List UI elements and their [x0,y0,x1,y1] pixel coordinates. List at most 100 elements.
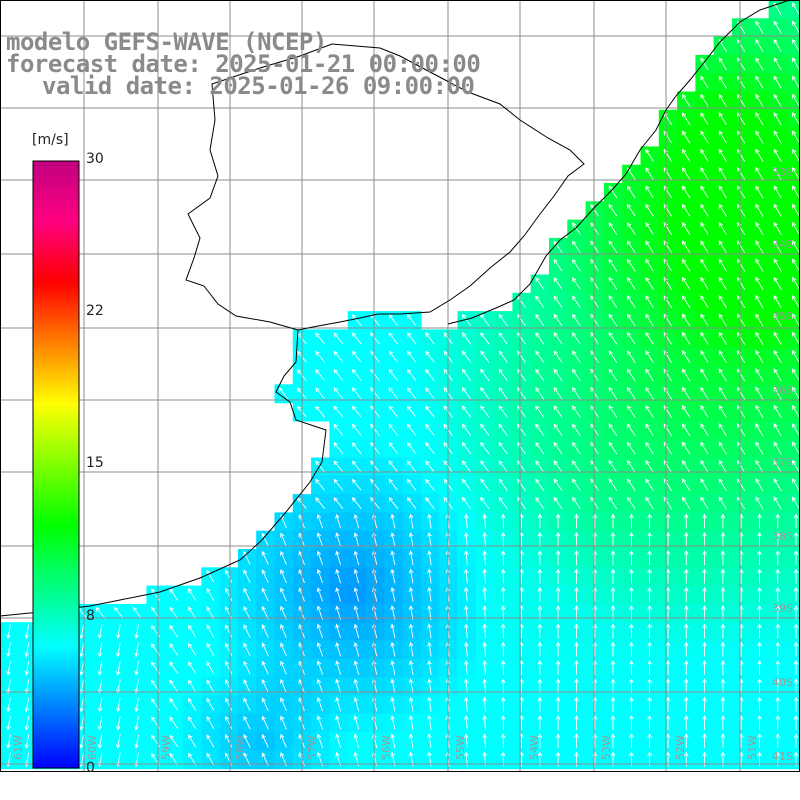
wind-arrow [427,586,432,602]
wind-arrow [626,368,636,382]
wind-arrow [773,112,782,126]
lon-label: 54W [528,735,541,760]
wind-arrow [592,623,598,639]
wind-arrow [629,513,634,529]
wind-arrow [408,550,414,566]
wind-arrow [773,38,782,53]
wind-arrow [718,203,727,217]
wind-arrow [390,733,396,749]
wind-arrow [353,550,360,566]
wind-arrow [663,295,673,309]
wind-arrow [482,531,488,547]
wind-arrow [775,550,781,566]
wind-arrow [665,660,671,675]
wind-arrow [498,441,508,455]
wind-arrow [645,240,654,254]
wind-arrow [608,441,618,455]
wind-arrow [315,387,326,400]
wind-arrow [720,568,726,584]
wind-arrow [169,716,179,729]
wind-arrow [390,623,396,639]
wind-arrow [97,679,103,695]
wind-arrow [645,386,654,400]
wind-arrow [610,513,616,529]
wind-arrow [683,733,689,749]
wind-arrow [700,478,709,492]
wind-arrow [773,423,782,437]
wind-arrow [792,441,800,455]
wind-arrow [683,678,689,694]
colorbar-tick: 8 [86,608,95,624]
wind-arrow [757,733,762,749]
wind-arrow [243,605,251,620]
wind-arrow [792,166,800,181]
wind-arrow [681,478,691,492]
wind-arrow [592,660,598,675]
wind-arrow [333,478,344,491]
wind-arrow [498,368,508,382]
wind-arrow [280,733,287,748]
wind-arrow [553,386,563,400]
wind-arrow [755,57,764,71]
wind-arrow [24,661,30,676]
wind-arrow [553,478,563,491]
wind-arrow [718,167,727,181]
wind-arrow [535,368,545,382]
wind-arrow [792,75,800,89]
wind-arrow [792,20,800,34]
wind-arrow [626,386,636,400]
wind-arrow [500,660,506,675]
wind-arrow [610,660,616,675]
wind-arrow [757,623,762,639]
wind-arrow [408,513,414,529]
wind-arrow [626,258,636,272]
wind-arrow [335,733,342,748]
wind-arrow [629,733,634,749]
coastline [0,0,791,617]
wind-arrow [571,240,581,254]
wind-arrow [665,531,671,547]
wind-arrow [553,332,563,345]
wind-arrow [79,697,85,713]
wind-arrow [574,678,579,694]
wind-arrow [390,550,396,566]
wind-arrow [590,240,599,254]
wind-arrow [370,368,380,381]
wind-arrow [408,568,414,584]
wind-arrow [645,368,654,382]
wind-arrow [498,405,508,418]
lon-label: 58W [234,735,247,760]
wind-arrow [645,423,654,437]
wind-arrow [555,568,561,584]
wind-arrow [351,332,362,345]
wind-arrow [553,240,563,254]
wind-arrow [773,459,782,473]
wind-arrow [188,588,197,601]
wind-arrow [626,441,636,455]
wind-arrow [224,587,233,602]
wind-arrow [500,678,506,694]
wind-arrow [626,496,636,510]
wind-arrow [169,624,179,638]
wind-arrow [571,295,581,308]
wind-arrow [280,624,287,638]
wind-arrow [169,661,179,675]
wind-arrow [718,148,727,162]
wind-arrow [773,130,782,144]
wind-arrow [700,112,709,126]
wind-arrow [718,441,727,455]
wind-arrow [755,496,764,510]
wind-arrow [390,532,396,547]
wind-arrow [755,368,764,382]
wind-arrow [663,148,673,162]
wind-arrow [700,331,709,345]
wind-arrow [134,734,139,749]
valid-date: valid date: 2025-01-26 09:00:00 [42,72,475,100]
wind-arrow [773,478,782,492]
wind-arrow [681,221,691,235]
wind-arrow [224,624,233,638]
wind-arrow [333,460,344,473]
wind-arrow [388,387,399,400]
wind-arrow [79,661,85,676]
